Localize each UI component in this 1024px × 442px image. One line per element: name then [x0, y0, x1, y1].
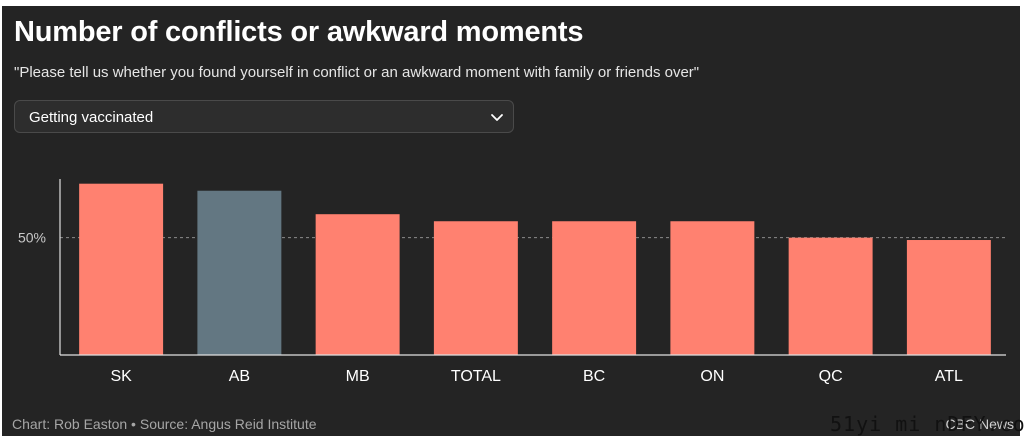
x-tick-label-qc: QC	[819, 368, 843, 385]
chart-panel: Number of conflicts or awkward moments "…	[2, 6, 1020, 436]
x-tick-label-atl: ATL	[935, 368, 963, 385]
watermark-text: 51yi mi nDFY.com	[830, 412, 1024, 436]
chart-subtitle: "Please tell us whether you found yourse…	[14, 64, 700, 81]
bar-on[interactable]	[670, 221, 755, 355]
dropdown-selected-value: Getting vaccinated	[29, 109, 154, 126]
bar-total[interactable]	[433, 221, 518, 355]
chart-axis	[59, 179, 1006, 356]
chart-bars	[79, 183, 991, 355]
bar-sk[interactable]	[79, 183, 164, 355]
chart-source: Chart: Rob Easton • Source: Angus Reid I…	[12, 416, 317, 432]
x-tick-label-total: TOTAL	[451, 368, 501, 385]
bar-atl[interactable]	[906, 240, 991, 355]
chevron-down-icon	[491, 114, 503, 121]
topic-dropdown[interactable]: Getting vaccinated	[14, 100, 514, 133]
bar-qc[interactable]	[788, 237, 873, 355]
x-tick-label-mb: MB	[346, 368, 370, 385]
chart-x-labels: SK AB MB TOTAL BC ON QC ATL	[110, 368, 963, 385]
bar-chart: 50% SK AB MB TOTAL BC ON QC ATL	[18, 179, 1006, 385]
chart-credit: CBC News	[945, 416, 1014, 432]
x-tick-label-sk: SK	[110, 368, 132, 385]
x-tick-label-on: ON	[700, 368, 724, 385]
x-tick-label-ab: AB	[229, 368, 250, 385]
chart-title: Number of conflicts or awkward moments	[14, 16, 584, 48]
y-tick-label: 50%	[18, 230, 46, 246]
x-tick-label-bc: BC	[583, 368, 605, 385]
bar-ab[interactable]	[197, 190, 282, 355]
bar-mb[interactable]	[315, 214, 400, 355]
bar-bc[interactable]	[552, 221, 637, 355]
